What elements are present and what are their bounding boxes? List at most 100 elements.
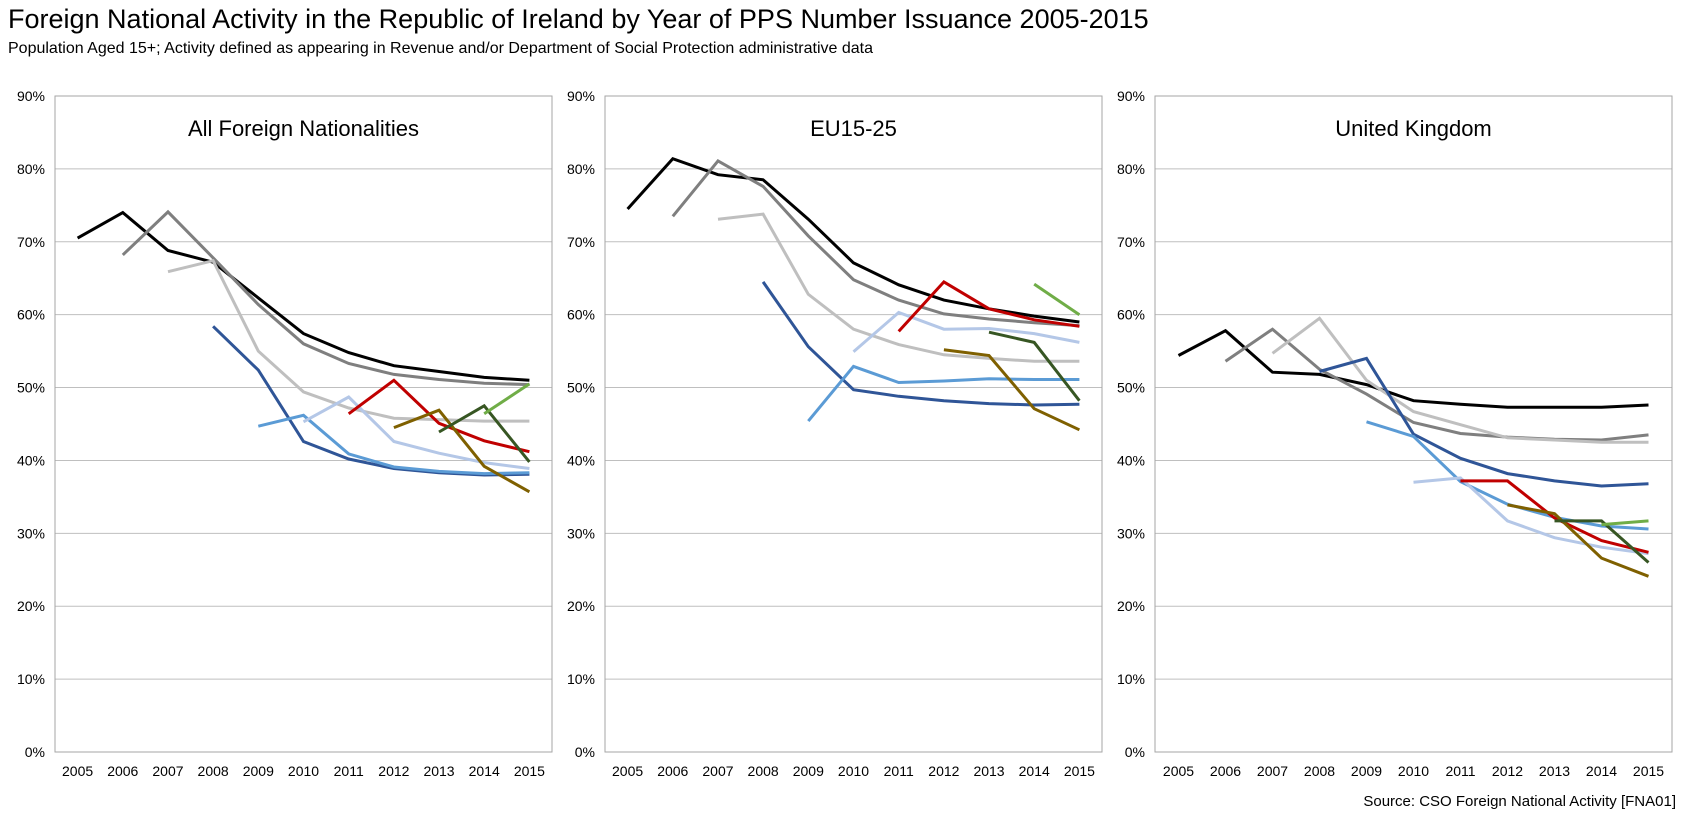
y-tick-label: 60%	[1117, 307, 1145, 323]
x-tick-label: 2010	[1398, 763, 1429, 779]
y-tick-label: 0%	[575, 744, 595, 760]
series-line-2011	[897, 279, 1080, 333]
y-tick-label: 10%	[567, 671, 595, 687]
chart-panel-2: 0% 10% 20% 30% 40% 50% 60% 70% 80% 90% 2005 2006 200…	[567, 88, 1103, 779]
x-tick-label: 2011	[884, 763, 914, 779]
series-line-2007	[167, 258, 530, 423]
y-tick-label: 10%	[17, 671, 45, 687]
series-line-2012	[943, 348, 1081, 432]
y-tick-label: 40%	[567, 452, 595, 468]
y-tick-label: 60%	[567, 307, 595, 323]
x-tick-label: 2012	[1492, 763, 1523, 779]
x-tick-label: 2008	[748, 763, 779, 779]
x-tick-label: 2005	[612, 763, 643, 779]
x-tick-label: 2012	[928, 763, 959, 779]
x-tick-label: 2010	[288, 763, 319, 779]
y-tick-label: 20%	[567, 598, 595, 614]
y-tick-label: 70%	[1117, 234, 1145, 250]
series-line-2006	[1224, 327, 1649, 442]
page-subtitle: Population Aged 15+; Activity defined as…	[8, 40, 873, 57]
x-tick-label: 2015	[514, 763, 545, 779]
y-tick-label: 30%	[17, 525, 45, 541]
series-line-2005	[626, 156, 1080, 324]
y-tick-label: 80%	[1117, 161, 1145, 177]
series-line-2011	[347, 378, 530, 454]
series-line-2012	[1507, 503, 1650, 578]
source-note: Source: CSO Foreign National Activity [F…	[1363, 793, 1676, 810]
x-tick-label: 2013	[423, 763, 454, 779]
series-line-2009	[257, 413, 530, 476]
y-tick-label: 90%	[1117, 88, 1145, 104]
series-line-2010	[302, 395, 530, 470]
x-tick-label: 2009	[243, 763, 274, 779]
y-tick-label: 0%	[1125, 744, 1145, 760]
x-tick-label: 2015	[1064, 763, 1095, 779]
x-tick-label: 2011	[1445, 763, 1475, 779]
series-line-2013	[438, 403, 531, 463]
series-line-2009	[807, 364, 1080, 423]
y-tick-label: 90%	[567, 88, 595, 104]
series-line-2009	[1366, 420, 1649, 531]
y-tick-label: 40%	[17, 452, 45, 468]
series-line-2014	[483, 382, 531, 416]
x-tick-label: 2013	[973, 763, 1004, 779]
series-line-2008	[761, 281, 1080, 407]
chart-panel-1: 0% 10% 20% 30% 40% 50% 60% 70% 80% 90% 2005 2006 200…	[17, 88, 553, 779]
series-line-2014	[1033, 282, 1081, 316]
y-tick-label: 50%	[567, 380, 595, 396]
x-tick-label: 2007	[702, 763, 733, 779]
y-tick-label: 50%	[1117, 380, 1145, 396]
x-tick-label: 2005	[1163, 763, 1194, 779]
y-tick-label: 10%	[1117, 671, 1145, 687]
series-line-2007	[717, 212, 1080, 363]
y-tick-label: 70%	[567, 234, 595, 250]
x-tick-label: 2005	[62, 763, 93, 779]
x-tick-label: 2014	[469, 763, 500, 779]
x-tick-label: 2014	[1586, 763, 1617, 779]
plot-frame	[1154, 95, 1673, 753]
x-tick-label: 2006	[1210, 763, 1241, 779]
y-tick-label: 0%	[25, 744, 45, 760]
series-line-2007	[1271, 316, 1649, 444]
x-tick-label: 2013	[1539, 763, 1570, 779]
series-line-2010	[1413, 476, 1649, 556]
page-title: Foreign National Activity in the Republi…	[8, 4, 1149, 34]
x-tick-label: 2014	[1019, 763, 1050, 779]
x-tick-label: 2007	[1257, 763, 1288, 779]
y-tick-label: 80%	[17, 161, 45, 177]
series-line-2006	[121, 209, 530, 387]
x-tick-label: 2006	[107, 763, 138, 779]
series-line-2013	[1554, 519, 1650, 564]
plot-frame	[604, 95, 1103, 753]
y-tick-label: 90%	[17, 88, 45, 104]
y-tick-label: 80%	[567, 161, 595, 177]
series-line-2008	[212, 325, 530, 477]
series-line-2005	[1177, 328, 1649, 409]
series-line-2008	[1319, 356, 1649, 488]
chart-panel-3: 0% 10% 20% 30% 40% 50% 60% 70% 80% 90% 2005 2006 200…	[1117, 88, 1673, 779]
chart-title: All Foreign Nationalities	[188, 116, 419, 141]
x-tick-label: 2012	[378, 763, 409, 779]
plot-frame	[54, 95, 553, 753]
y-tick-label: 70%	[17, 234, 45, 250]
x-tick-label: 2009	[793, 763, 824, 779]
y-tick-label: 20%	[1117, 598, 1145, 614]
x-tick-label: 2007	[152, 763, 183, 779]
series-line-2014	[1601, 519, 1649, 527]
series-line-2005	[76, 210, 530, 382]
y-tick-label: 20%	[17, 598, 45, 614]
x-tick-label: 2008	[198, 763, 229, 779]
y-tick-label: 50%	[17, 380, 45, 396]
series-line-2010	[852, 310, 1080, 353]
y-tick-label: 40%	[1117, 452, 1145, 468]
x-tick-label: 2015	[1633, 763, 1664, 779]
chart-title: EU15-25	[810, 116, 897, 141]
x-tick-label: 2010	[838, 763, 869, 779]
y-tick-label: 60%	[17, 307, 45, 323]
series-line-2011	[1460, 479, 1649, 554]
x-tick-label: 2006	[657, 763, 688, 779]
chart-title: United Kingdom	[1335, 116, 1492, 141]
x-tick-label: 2011	[334, 763, 364, 779]
x-tick-label: 2008	[1304, 763, 1335, 779]
